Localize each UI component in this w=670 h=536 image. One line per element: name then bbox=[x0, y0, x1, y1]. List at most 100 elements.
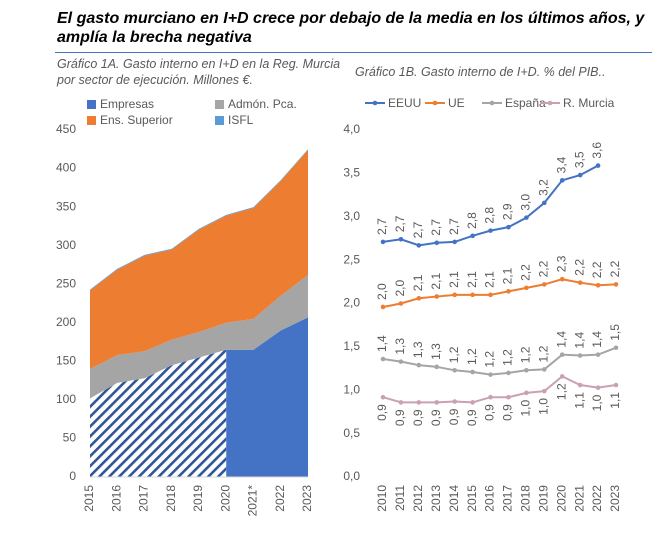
marker bbox=[434, 400, 440, 405]
y-tick-label: 0,0 bbox=[343, 469, 360, 483]
data-label: 3,5 bbox=[572, 151, 586, 168]
data-label: 2,1 bbox=[447, 271, 461, 288]
data-label: 2,1 bbox=[483, 271, 497, 288]
data-label: 2,8 bbox=[465, 212, 479, 229]
data-label: 0,9 bbox=[375, 404, 389, 421]
marker bbox=[380, 239, 386, 245]
y-tick-label: 200 bbox=[56, 315, 76, 329]
marker bbox=[398, 359, 404, 364]
y-tick-label: 350 bbox=[56, 199, 76, 213]
marker bbox=[613, 345, 619, 351]
data-label: 2,7 bbox=[393, 215, 407, 232]
data-label: 3,4 bbox=[554, 156, 568, 173]
marker bbox=[559, 352, 565, 357]
area bbox=[226, 317, 308, 477]
x-tick-label: 2018 bbox=[519, 485, 533, 512]
marker bbox=[595, 385, 601, 390]
x-tick-label: 2017 bbox=[137, 485, 151, 512]
legend-swatch bbox=[215, 116, 224, 125]
data-label: 1,3 bbox=[411, 341, 425, 358]
line bbox=[382, 278, 617, 308]
y-tick-label: 300 bbox=[56, 238, 76, 252]
data-label: 1,2 bbox=[501, 349, 515, 366]
marker bbox=[416, 295, 422, 301]
data-label: 2,7 bbox=[375, 218, 389, 235]
data-label: 3,2 bbox=[536, 179, 550, 196]
y-tick-label: 2,0 bbox=[343, 296, 360, 310]
data-label: 0,9 bbox=[447, 408, 461, 425]
data-label: 2,7 bbox=[447, 218, 461, 235]
legend-swatch bbox=[87, 116, 96, 125]
x-tick-label: 2016 bbox=[483, 485, 497, 512]
marker bbox=[542, 367, 547, 372]
data-label: 1,4 bbox=[375, 335, 389, 352]
legend-label: Ens. Superior bbox=[100, 113, 173, 127]
marker bbox=[470, 233, 475, 239]
marker bbox=[488, 292, 493, 298]
data-label: 1,0 bbox=[590, 394, 604, 411]
marker bbox=[398, 237, 404, 242]
data-label: 0,9 bbox=[483, 404, 497, 421]
x-tick-label: 2015 bbox=[82, 485, 96, 512]
marker bbox=[542, 200, 547, 206]
chart-title: Gráfico 1B. Gasto interno de I+D. % del … bbox=[355, 65, 606, 79]
y-tick-label: 4,0 bbox=[343, 122, 360, 136]
data-label: 2,0 bbox=[375, 283, 389, 300]
marker bbox=[506, 224, 511, 230]
y-tick-label: 1,0 bbox=[343, 382, 360, 396]
data-label: 2,7 bbox=[411, 221, 425, 238]
y-tick-label: 0 bbox=[69, 469, 76, 483]
data-label: 2,9 bbox=[501, 203, 515, 220]
data-label: 0,9 bbox=[465, 409, 479, 426]
title-rule bbox=[55, 52, 652, 53]
x-tick-label: 2018 bbox=[164, 485, 178, 512]
marker bbox=[595, 282, 601, 288]
data-label: 2,2 bbox=[519, 264, 533, 281]
legend-marker bbox=[489, 100, 495, 106]
data-label: 2,2 bbox=[536, 260, 550, 277]
marker bbox=[380, 356, 386, 362]
x-tick-label: 2023 bbox=[608, 485, 622, 512]
data-label: 2,7 bbox=[429, 219, 443, 236]
y-tick-label: 3,0 bbox=[343, 209, 360, 223]
data-label: 1,2 bbox=[536, 345, 550, 362]
legend-label: EEUU bbox=[388, 96, 421, 110]
x-tick-label: 2019 bbox=[536, 485, 550, 512]
marker bbox=[506, 394, 511, 400]
y-tick-label: 150 bbox=[56, 354, 76, 368]
marker bbox=[434, 364, 440, 370]
marker bbox=[398, 301, 404, 306]
x-tick-label: 2012 bbox=[411, 485, 425, 512]
area bbox=[90, 150, 308, 370]
data-label: 1,2 bbox=[483, 351, 497, 368]
data-label: 1,5 bbox=[608, 324, 622, 341]
marker bbox=[524, 285, 529, 291]
data-label: 3,6 bbox=[590, 142, 604, 159]
data-label: 3,0 bbox=[519, 194, 533, 211]
marker bbox=[542, 388, 547, 394]
data-label: 0,9 bbox=[393, 409, 407, 426]
data-label: 1,3 bbox=[429, 343, 443, 360]
data-label: 0,9 bbox=[501, 404, 515, 421]
marker bbox=[506, 289, 511, 294]
marker bbox=[452, 367, 457, 373]
y-tick-label: 3,5 bbox=[343, 166, 360, 180]
marker bbox=[559, 276, 565, 282]
y-tick-label: 250 bbox=[56, 276, 76, 290]
legend-label: Empresas bbox=[100, 97, 154, 111]
data-label: 1,3 bbox=[393, 338, 407, 355]
marker bbox=[416, 362, 422, 368]
data-label: 1,2 bbox=[554, 383, 568, 400]
marker bbox=[398, 400, 404, 405]
data-label: 1,0 bbox=[536, 398, 550, 415]
marker bbox=[506, 370, 511, 376]
data-label: 1,2 bbox=[465, 348, 479, 365]
marker bbox=[470, 292, 475, 298]
x-tick-label: 2022 bbox=[273, 485, 287, 512]
marker bbox=[613, 382, 619, 388]
data-label: 1,2 bbox=[519, 346, 533, 363]
y-tick-label: 0,5 bbox=[343, 426, 360, 440]
marker bbox=[452, 292, 457, 298]
